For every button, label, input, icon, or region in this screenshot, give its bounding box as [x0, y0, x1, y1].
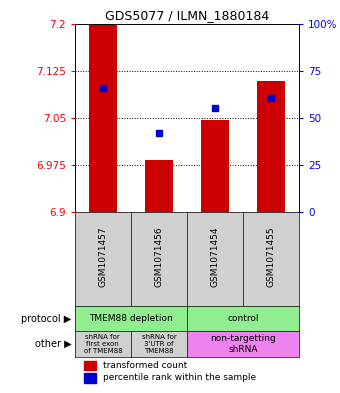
- Text: percentile rank within the sample: percentile rank within the sample: [103, 373, 256, 382]
- Text: GSM1071454: GSM1071454: [210, 227, 220, 287]
- Text: non-targetting
shRNA: non-targetting shRNA: [210, 334, 276, 354]
- Bar: [145, 160, 173, 212]
- Bar: [257, 81, 285, 212]
- Bar: [84, 373, 96, 383]
- Text: control: control: [227, 314, 259, 323]
- Bar: [201, 119, 229, 212]
- Text: GSM1071456: GSM1071456: [154, 227, 164, 287]
- Text: transformed count: transformed count: [103, 361, 187, 370]
- Bar: [89, 25, 117, 212]
- Bar: [84, 361, 96, 371]
- Text: shRNA for
3'UTR of
TMEM88: shRNA for 3'UTR of TMEM88: [141, 334, 176, 354]
- Text: other ▶: other ▶: [35, 339, 71, 349]
- Text: protocol ▶: protocol ▶: [21, 314, 71, 323]
- Text: TMEM88 depletion: TMEM88 depletion: [89, 314, 173, 323]
- Text: shRNA for
first exon
of TMEM88: shRNA for first exon of TMEM88: [84, 334, 122, 354]
- Text: GSM1071457: GSM1071457: [98, 227, 107, 287]
- Title: GDS5077 / ILMN_1880184: GDS5077 / ILMN_1880184: [105, 9, 269, 22]
- Text: GSM1071455: GSM1071455: [267, 227, 276, 287]
